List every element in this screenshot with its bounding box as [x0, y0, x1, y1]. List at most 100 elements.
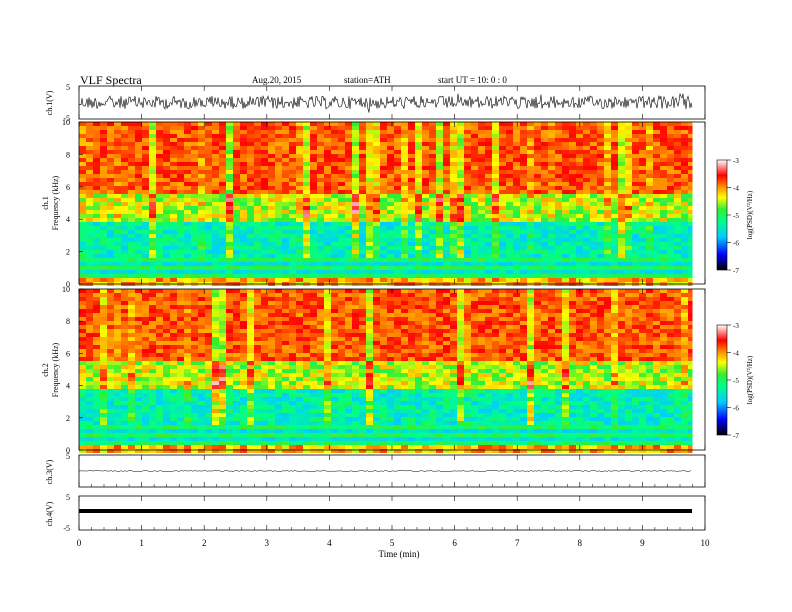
- ch1-spectrogram-cell: [268, 242, 275, 246]
- ch2-spectrogram-cell: [576, 313, 583, 317]
- ch2-spectrogram-cell: [590, 309, 597, 313]
- ch1-spectrogram-cell: [289, 154, 296, 158]
- ch1-spectrogram-cell: [261, 234, 268, 238]
- ch2-spectrogram-cell: [317, 305, 324, 309]
- ch1-spectrogram-cell: [219, 230, 226, 234]
- ch2-spectrogram-cell: [394, 325, 401, 329]
- ch1-spectrogram-cell: [226, 210, 233, 214]
- ch1-spectrogram-cell: [338, 194, 345, 198]
- ch1-spectrogram-cell: [646, 250, 653, 254]
- ch2-spectrogram-cell: [261, 309, 268, 313]
- ch1-spectrogram-cell: [149, 186, 156, 190]
- ch1-spectrogram-cell: [562, 142, 569, 146]
- ch1-spectrogram-cell: [142, 150, 149, 154]
- ch2-spectrogram-cell: [450, 329, 457, 333]
- ch2-spectrogram-cell: [107, 305, 114, 309]
- ch1-spectrogram-cell: [387, 134, 394, 138]
- ch1-spectrogram-cell: [541, 166, 548, 170]
- ch1-spectrogram-cell: [142, 154, 149, 158]
- ch2-spectrogram-cell: [100, 329, 107, 333]
- ch1-spectrogram-cell: [135, 238, 142, 242]
- ch2-spectrogram-cell: [492, 305, 499, 309]
- ch2-spectrogram-cell: [128, 309, 135, 313]
- ch1-spectrogram-cell: [149, 210, 156, 214]
- ch1-spectrogram-cell: [240, 190, 247, 194]
- ch1-spectrogram-cell: [233, 150, 240, 154]
- ch1-spectrogram-cell: [338, 146, 345, 150]
- ch1-spectrogram-cell: [261, 270, 268, 274]
- ch1-spectrogram-cell: [639, 262, 646, 266]
- ch1-spectrogram-cell: [436, 206, 443, 210]
- ch1-spectrogram-cell: [583, 182, 590, 186]
- ch1-spectrogram-cell: [233, 274, 240, 278]
- ch2-spectrogram-cell: [121, 341, 128, 345]
- ch2-spectrogram-cell: [611, 333, 618, 337]
- ch1-spectrogram-cell: [457, 254, 464, 258]
- ch1-spectrogram-cell: [79, 222, 86, 226]
- ch1-spectrogram-cell: [345, 262, 352, 266]
- ch1-spectrogram-cell: [226, 222, 233, 226]
- ch1-spectrogram-cell: [478, 218, 485, 222]
- ch2-spectrogram-cell: [464, 297, 471, 301]
- ch1-spectrogram-cell: [275, 222, 282, 226]
- ch1-spectrogram-cell: [443, 278, 450, 282]
- ch1-spectrogram-cell: [380, 254, 387, 258]
- ch1-spectrogram-cell: [401, 262, 408, 266]
- ch1-spectrogram-cell: [429, 270, 436, 274]
- ch2-spectrogram-cell: [674, 341, 681, 345]
- ch2-spectrogram-cell: [464, 305, 471, 309]
- ch1-spectrogram-cell: [170, 242, 177, 246]
- ch1-spectrogram-cell: [163, 278, 170, 282]
- ch2-spectrogram-cell: [422, 321, 429, 325]
- ch1-spectrogram-cell: [450, 278, 457, 282]
- ch1-spectrogram-cell: [646, 146, 653, 150]
- ch2-spectrogram-cell: [478, 309, 485, 313]
- ch1-spectrogram-cell: [212, 162, 219, 166]
- ch1-spectrogram-cell: [415, 226, 422, 230]
- ch1-spectrogram-cell: [555, 214, 562, 218]
- ch2-spectrogram-cell: [422, 329, 429, 333]
- ch1-spectrogram-cell: [163, 262, 170, 266]
- ch1-spectrogram-cell: [478, 274, 485, 278]
- ch1-spectrogram-cell: [282, 242, 289, 246]
- ch1-spectrogram-cell: [359, 150, 366, 154]
- ch1-spectrogram-cell: [352, 218, 359, 222]
- ch1-spectrogram-cell: [583, 246, 590, 250]
- ch1-spectrogram-cell: [352, 150, 359, 154]
- ch1-spectrogram-cell: [114, 198, 121, 202]
- ch1-spectrogram-cell: [520, 250, 527, 254]
- ch1-spectrogram-cell: [268, 218, 275, 222]
- ch1-spectrogram-cell: [583, 258, 590, 262]
- ch1-spectrogram-cell: [93, 250, 100, 254]
- ch2-spectrogram-cell: [506, 301, 513, 305]
- ch1-spectrogram-cell: [93, 270, 100, 274]
- ch2-spectrogram-cell: [611, 313, 618, 317]
- ch1-spectrogram-cell: [520, 194, 527, 198]
- ch2-spectrogram-cell: [569, 317, 576, 321]
- ch1-spectrogram-cell: [653, 274, 660, 278]
- ch1-spectrogram-cell: [100, 142, 107, 146]
- ch1-spectrogram-cell: [261, 178, 268, 182]
- ch1-spectrogram-cell: [254, 238, 261, 242]
- ch1-spectrogram-cell: [422, 130, 429, 134]
- ch1-spectrogram-cell: [310, 174, 317, 178]
- ch1-spectrogram-cell: [639, 198, 646, 202]
- ch1-spectrogram-cell: [422, 178, 429, 182]
- ch1-spectrogram-cell: [429, 198, 436, 202]
- ch1-spectrogram-cell: [261, 202, 268, 206]
- ch1-spectrogram-cell: [450, 262, 457, 266]
- ch1-spectrogram-cell: [359, 166, 366, 170]
- ch1-spectrogram-cell: [653, 154, 660, 158]
- ch1-spectrogram-cell: [198, 278, 205, 282]
- ch1-spectrogram-cell: [240, 178, 247, 182]
- ch1-spectrogram-cell: [604, 226, 611, 230]
- ch1-spectrogram-cell: [121, 210, 128, 214]
- ch1-spectrogram-cell: [597, 214, 604, 218]
- ch1-spectrogram-cell: [177, 130, 184, 134]
- ch1-spectrogram-cell: [352, 210, 359, 214]
- ch1-spectrogram-cell: [219, 238, 226, 242]
- ch1-spectrogram-cell: [597, 254, 604, 258]
- ch1-spectrogram-cell: [275, 274, 282, 278]
- ch2-spectrogram-cell: [135, 345, 142, 349]
- ch1-spectrogram-cell: [513, 154, 520, 158]
